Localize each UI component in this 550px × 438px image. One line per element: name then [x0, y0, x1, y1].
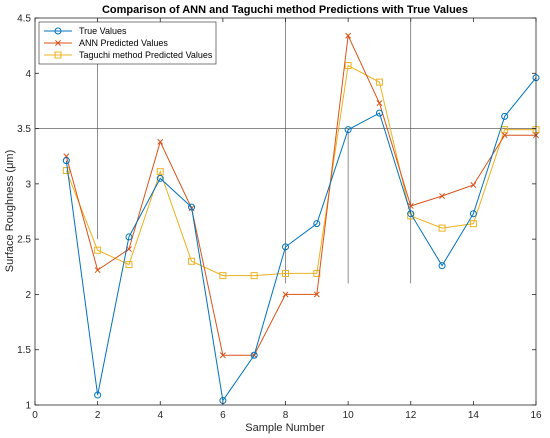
data-point-x — [282, 291, 289, 298]
y-tick-label: 3 — [25, 179, 31, 190]
series-line — [65, 33, 536, 356]
crosshair-guides — [35, 18, 536, 284]
data-point-square — [469, 220, 477, 228]
data-point-circle — [54, 27, 62, 35]
legend-item: Taguchi method Predicted Values — [44, 50, 213, 60]
y-tick-label: 4 — [25, 69, 31, 80]
x-tick-label: 2 — [95, 410, 101, 421]
data-point-circle — [501, 112, 509, 120]
data-point-circle — [438, 262, 446, 270]
data-point-square — [94, 246, 102, 254]
x-tick-label: 6 — [220, 410, 226, 421]
data-point-square — [344, 62, 352, 70]
x-tick-label: 0 — [32, 410, 38, 421]
data-point-square — [62, 167, 70, 175]
data-point-square — [219, 272, 227, 280]
data-point-square — [501, 126, 509, 134]
legend-label: True Values — [79, 26, 127, 36]
x-tick-label: 14 — [468, 410, 480, 421]
data-point-square — [438, 224, 446, 232]
data-point-square — [375, 78, 383, 86]
data-point-x — [219, 352, 226, 359]
data-point-x — [439, 193, 446, 199]
x-tick-label: 16 — [530, 410, 542, 421]
data-point-x — [376, 100, 383, 107]
x-axis-title: Sample Number — [245, 422, 325, 434]
data-point-circle — [125, 233, 133, 241]
y-tick-label: 1 — [25, 401, 31, 412]
x-tick-label: 10 — [343, 410, 355, 421]
chart-title: Comparison of ANN and Taguchi method Pre… — [102, 4, 468, 16]
legend-label: ANN Predicted Values — [79, 38, 168, 48]
data-point-circle — [344, 126, 352, 134]
data-point-square — [125, 261, 133, 269]
y-tick-label: 2 — [25, 290, 31, 301]
series-true-values — [62, 74, 540, 405]
y-tick-label: 1.5 — [17, 345, 31, 356]
series-line — [65, 77, 537, 402]
data-point-square — [54, 51, 62, 59]
legend-label: Taguchi method Predicted Values — [79, 50, 213, 60]
data-point-circle — [156, 174, 164, 182]
data-point-circle — [469, 210, 477, 218]
data-point-x — [313, 291, 320, 298]
data-point-circle — [375, 109, 383, 117]
data-point-square — [156, 168, 164, 176]
x-tick-label: 4 — [157, 410, 163, 421]
data-point-square — [250, 272, 258, 280]
data-point-x — [470, 182, 477, 188]
data-point-circle — [313, 220, 321, 228]
data-point-x — [501, 132, 508, 139]
data-point-circle — [250, 351, 258, 359]
axis-ticks: 0 2 4 6 8 10 12 14 16 1 1.5 2 2.5 3 3.5 4 4.5 — [17, 14, 542, 422]
y-tick-label: 2.5 — [17, 235, 31, 246]
data-point-circle — [407, 210, 415, 218]
x-tick-label: 12 — [405, 410, 417, 421]
data-point-square — [188, 257, 196, 265]
y-axis-title: Surface Roughness (μm) — [4, 150, 16, 273]
series-layer — [62, 32, 540, 405]
data-point-x — [345, 32, 352, 39]
data-point-square — [282, 269, 289, 277]
data-point-x — [157, 138, 164, 145]
series-line — [65, 64, 536, 277]
legend-item: ANN Predicted Values — [44, 38, 168, 48]
data-point-circle — [94, 391, 102, 399]
y-tick-label: 4.5 — [17, 14, 31, 25]
legend: True Values ANN Predicted Values Taguchi m… — [38, 21, 217, 65]
data-point-circle — [62, 157, 70, 165]
data-point-circle — [282, 243, 289, 251]
data-point-circle — [188, 203, 196, 211]
y-tick-label: 3.5 — [17, 124, 31, 135]
data-point-x — [55, 40, 61, 46]
legend-item: True Values — [44, 26, 127, 36]
series-taguchi-method-predicted-values — [62, 62, 540, 280]
x-tick-label: 8 — [283, 410, 289, 421]
data-point-x — [94, 267, 101, 274]
